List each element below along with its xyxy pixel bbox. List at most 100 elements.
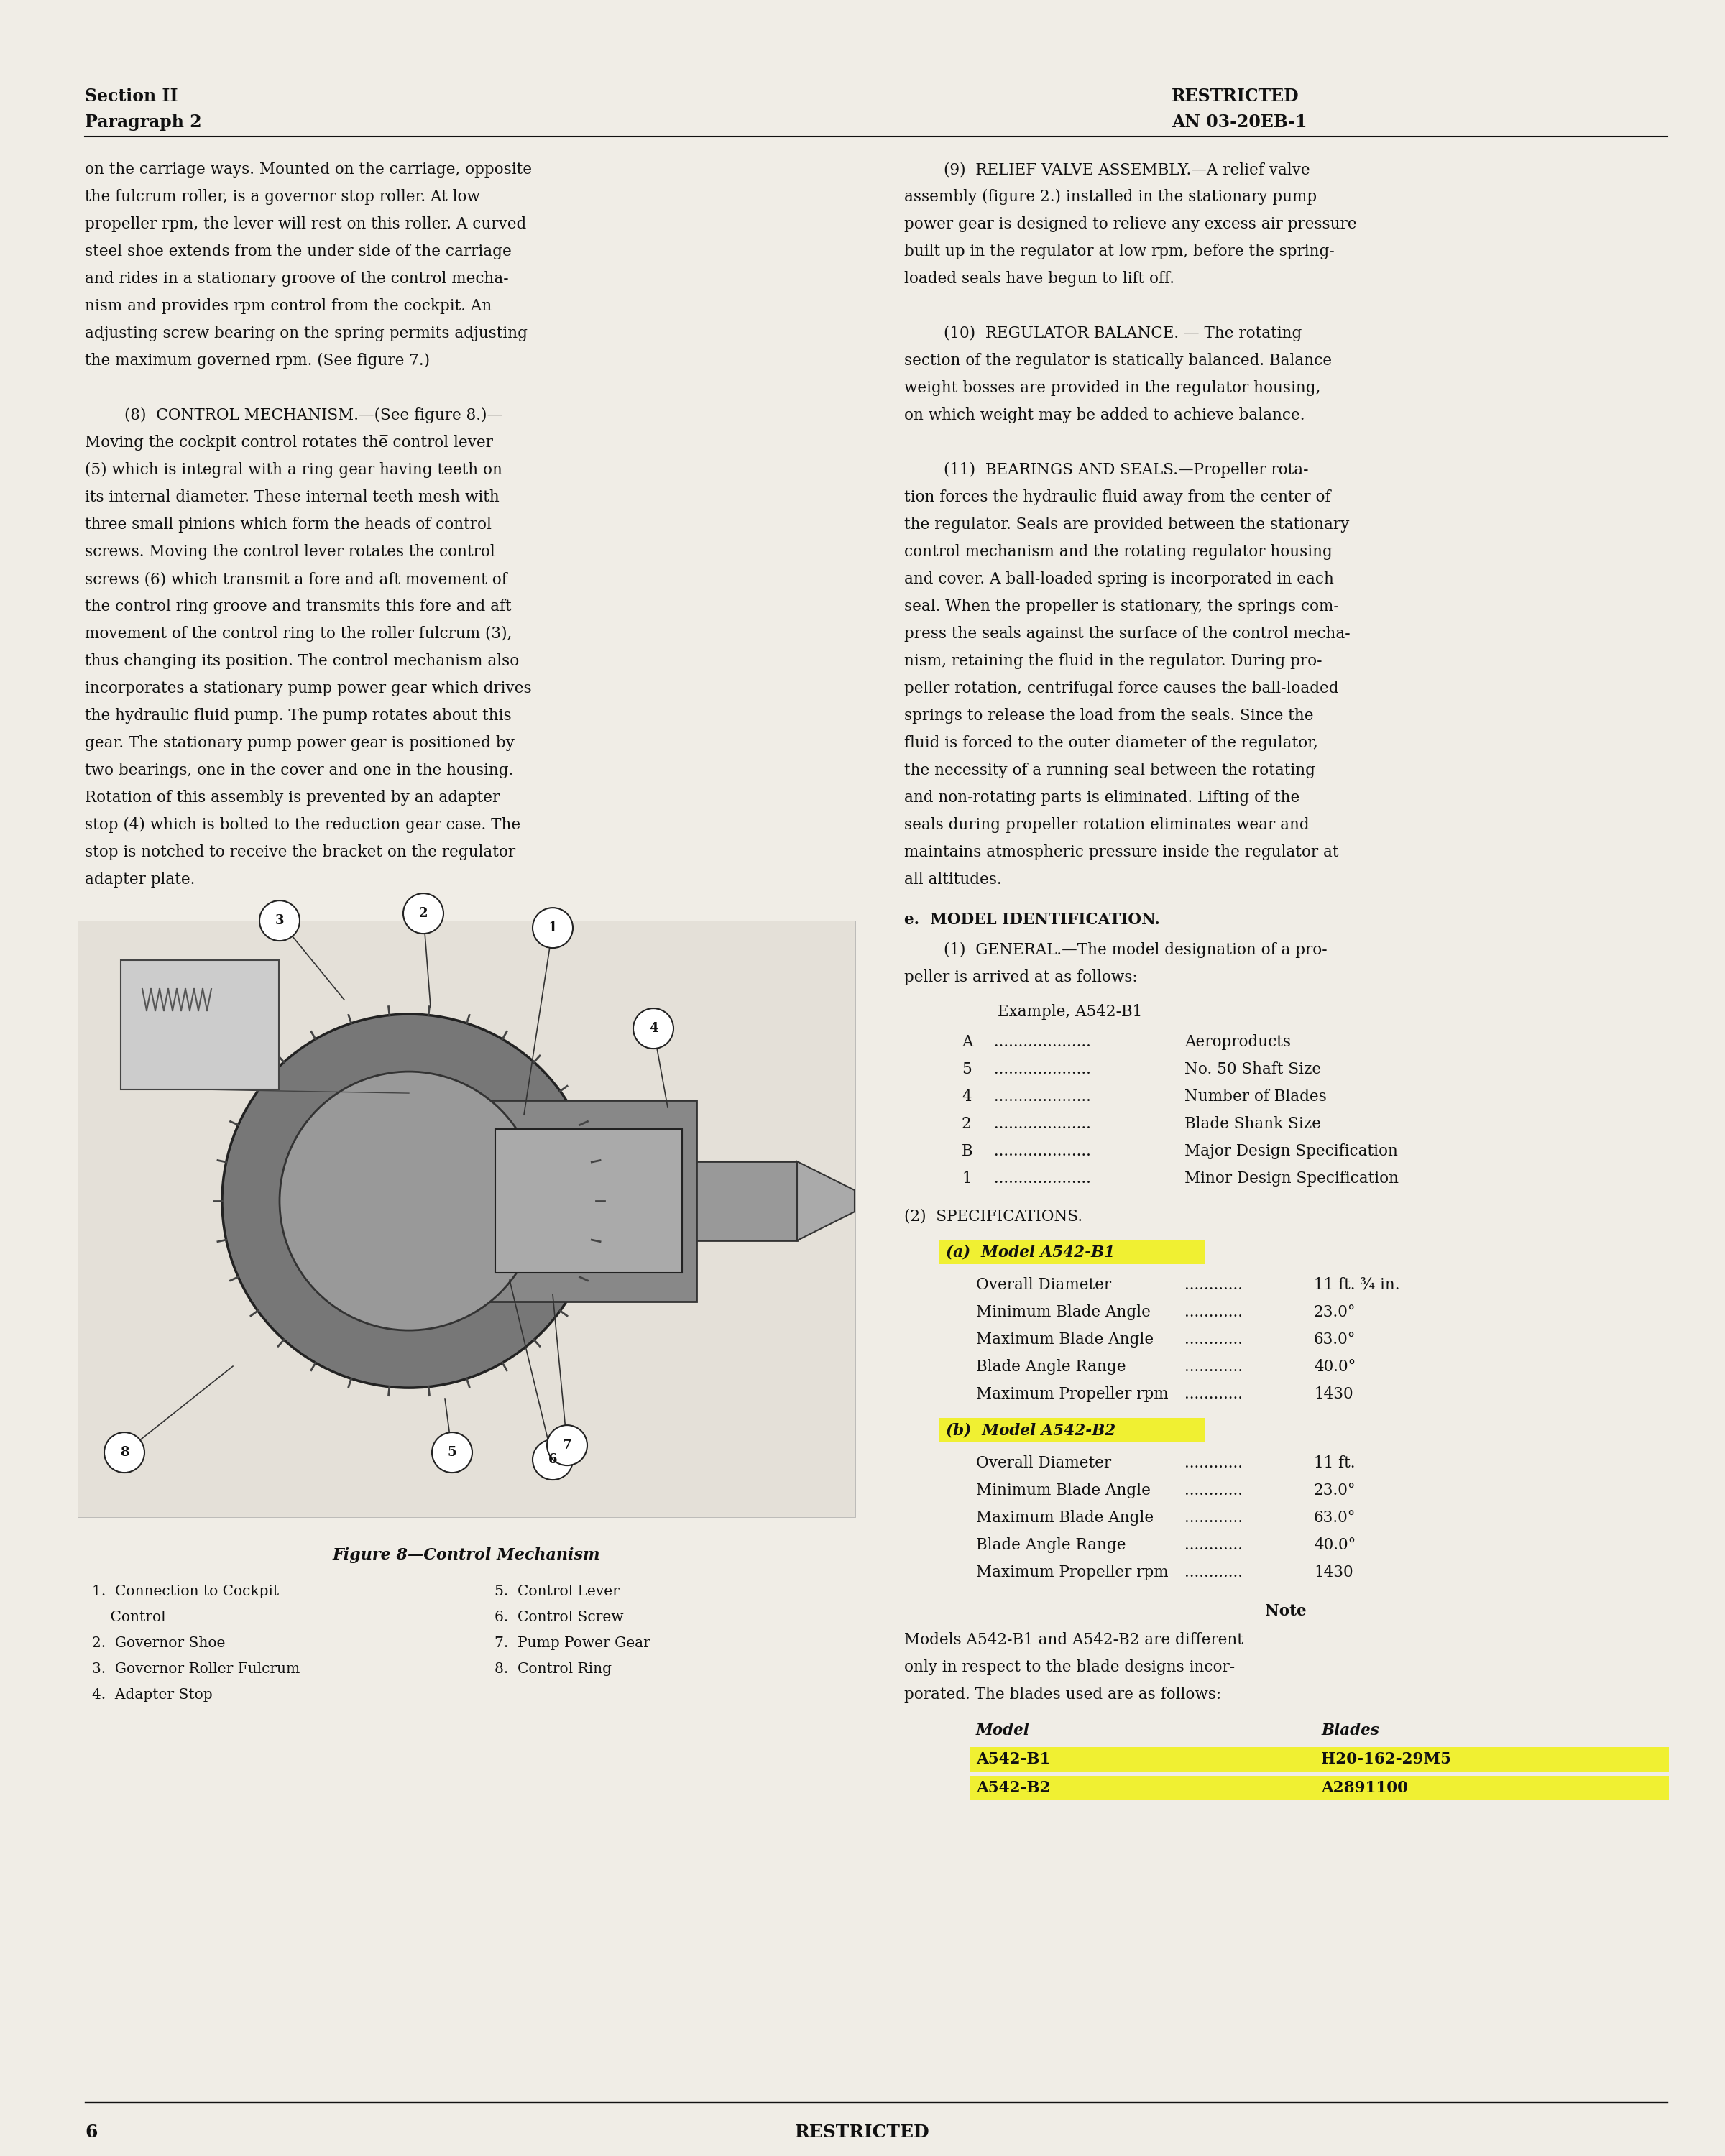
Text: built up in the regulator at low rpm, before the spring-: built up in the regulator at low rpm, be… — [904, 244, 1335, 259]
Text: ....................: .................... — [988, 1035, 1090, 1050]
Text: gear. The stationary pump power gear is positioned by: gear. The stationary pump power gear is … — [85, 735, 514, 750]
Text: H20-162-29M5: H20-162-29M5 — [1321, 1751, 1451, 1768]
Text: Blade Angle Range: Blade Angle Range — [976, 1537, 1126, 1552]
Text: Moving the cockpit control rotates the̅ control lever: Moving the cockpit control rotates the̅ … — [85, 436, 493, 451]
Text: 4: 4 — [963, 1089, 971, 1104]
Text: springs to release the load from the seals. Since the: springs to release the load from the sea… — [904, 707, 1313, 724]
Text: screws (6) which transmit a fore and aft movement of: screws (6) which transmit a fore and aft… — [85, 571, 507, 586]
Bar — [969, 1777, 1670, 1800]
Bar — [481, 1100, 697, 1302]
Text: Model: Model — [976, 1723, 1030, 1738]
Text: (a)  Model A542-B1: (a) Model A542-B1 — [945, 1244, 1114, 1259]
Circle shape — [259, 901, 300, 940]
Text: ............: ............ — [1185, 1509, 1242, 1526]
Text: ............: ............ — [1185, 1386, 1242, 1401]
Text: Blades: Blades — [1321, 1723, 1380, 1738]
Text: peller rotation, centrifugal force causes the ball-loaded: peller rotation, centrifugal force cause… — [904, 681, 1339, 696]
Text: only in respect to the blade designs incor-: only in respect to the blade designs inc… — [904, 1660, 1235, 1675]
Circle shape — [223, 1013, 595, 1388]
Text: 4.  Adapter Stop: 4. Adapter Stop — [91, 1688, 212, 1701]
Text: 40.0°: 40.0° — [1314, 1537, 1356, 1552]
Text: 1430: 1430 — [1314, 1565, 1352, 1580]
Text: press the seals against the surface of the control mecha-: press the seals against the surface of t… — [904, 625, 1351, 642]
Text: B: B — [963, 1143, 973, 1160]
Text: Aeroproducts: Aeroproducts — [1185, 1035, 1290, 1050]
Text: 6.  Control Screw: 6. Control Screw — [495, 1611, 623, 1623]
Bar — [969, 1746, 1670, 1772]
Text: screws. Moving the control lever rotates the control: screws. Moving the control lever rotates… — [85, 543, 495, 561]
Text: Models A542-B1 and A542-B2 are different: Models A542-B1 and A542-B2 are different — [904, 1632, 1244, 1647]
Circle shape — [279, 1072, 538, 1330]
Text: Major Design Specification: Major Design Specification — [1185, 1143, 1397, 1160]
Text: porated. The blades used are as follows:: porated. The blades used are as follows: — [904, 1686, 1221, 1703]
Text: stop is notched to receive the bracket on the regulator: stop is notched to receive the bracket o… — [85, 845, 516, 860]
Text: (b)  Model A542-B2: (b) Model A542-B2 — [945, 1423, 1116, 1438]
Bar — [495, 1130, 681, 1272]
Text: control mechanism and the rotating regulator housing: control mechanism and the rotating regul… — [904, 543, 1332, 561]
Text: Maximum Blade Angle: Maximum Blade Angle — [976, 1332, 1154, 1348]
Text: 3.  Governor Roller Fulcrum: 3. Governor Roller Fulcrum — [91, 1662, 300, 1675]
Circle shape — [533, 908, 573, 949]
Text: power gear is designed to relieve any excess air pressure: power gear is designed to relieve any ex… — [904, 216, 1356, 233]
Text: its internal diameter. These internal teeth mesh with: its internal diameter. These internal te… — [85, 489, 499, 505]
Polygon shape — [797, 1162, 854, 1240]
Text: the hydraulic fluid pump. The pump rotates about this: the hydraulic fluid pump. The pump rotat… — [85, 707, 512, 724]
Text: the fulcrum roller, is a governor stop roller. At low: the fulcrum roller, is a governor stop r… — [85, 190, 480, 205]
Text: ............: ............ — [1185, 1483, 1242, 1498]
Text: loaded seals have begun to lift off.: loaded seals have begun to lift off. — [904, 272, 1175, 287]
Text: 6: 6 — [85, 2124, 97, 2141]
Text: A2891100: A2891100 — [1321, 1781, 1408, 1796]
Circle shape — [104, 1432, 145, 1473]
Text: Maximum Propeller rpm: Maximum Propeller rpm — [976, 1565, 1168, 1580]
Text: seal. When the propeller is stationary, the springs com-: seal. When the propeller is stationary, … — [904, 599, 1339, 614]
Text: No. 50 Shaft Size: No. 50 Shaft Size — [1185, 1061, 1321, 1078]
Text: ............: ............ — [1185, 1332, 1242, 1348]
Text: RESTRICTED: RESTRICTED — [795, 2124, 930, 2141]
Bar — [121, 959, 279, 1089]
Text: ............: ............ — [1185, 1565, 1242, 1580]
Text: Maximum Blade Angle: Maximum Blade Angle — [976, 1509, 1154, 1526]
Text: and rides in a stationary groove of the control mecha-: and rides in a stationary groove of the … — [85, 272, 509, 287]
Text: all altitudes.: all altitudes. — [904, 871, 1002, 888]
Text: ....................: .................... — [988, 1171, 1090, 1186]
Text: Paragraph 2: Paragraph 2 — [85, 114, 202, 132]
Text: 23.0°: 23.0° — [1314, 1483, 1356, 1498]
Text: Overall Diameter: Overall Diameter — [976, 1276, 1111, 1294]
Text: 5: 5 — [963, 1061, 971, 1078]
Text: (9)  RELIEF VALVE ASSEMBLY.—A relief valve: (9) RELIEF VALVE ASSEMBLY.—A relief valv… — [904, 162, 1309, 177]
Text: 23.0°: 23.0° — [1314, 1304, 1356, 1319]
Text: 2.  Governor Shoe: 2. Governor Shoe — [91, 1636, 226, 1649]
Text: (5) which is integral with a ring gear having teeth on: (5) which is integral with a ring gear h… — [85, 461, 502, 479]
Text: 8: 8 — [119, 1447, 129, 1460]
Text: Blade Shank Size: Blade Shank Size — [1185, 1117, 1321, 1132]
Text: 2: 2 — [419, 908, 428, 921]
Text: two bearings, one in the cover and one in the housing.: two bearings, one in the cover and one i… — [85, 763, 514, 778]
Text: ............: ............ — [1185, 1276, 1242, 1294]
Text: fluid is forced to the outer diameter of the regulator,: fluid is forced to the outer diameter of… — [904, 735, 1318, 750]
Text: A: A — [963, 1035, 973, 1050]
Text: Overall Diameter: Overall Diameter — [976, 1455, 1111, 1470]
Text: ............: ............ — [1185, 1537, 1242, 1552]
Text: 63.0°: 63.0° — [1314, 1332, 1356, 1348]
Text: 11 ft. ¾ in.: 11 ft. ¾ in. — [1314, 1276, 1399, 1294]
Text: ............: ............ — [1185, 1304, 1242, 1319]
Text: the control ring groove and transmits this fore and aft: the control ring groove and transmits th… — [85, 599, 512, 614]
Bar — [78, 921, 856, 1518]
Text: seals during propeller rotation eliminates wear and: seals during propeller rotation eliminat… — [904, 817, 1309, 832]
Circle shape — [404, 893, 443, 934]
Text: on the carriage ways. Mounted on the carriage, opposite: on the carriage ways. Mounted on the car… — [85, 162, 531, 177]
Text: 1430: 1430 — [1314, 1386, 1352, 1401]
Text: incorporates a stationary pump power gear which drives: incorporates a stationary pump power gea… — [85, 681, 531, 696]
Text: (10)  REGULATOR BALANCE. — The rotating: (10) REGULATOR BALANCE. — The rotating — [904, 326, 1302, 341]
Text: 6: 6 — [549, 1453, 557, 1466]
Text: maintains atmospheric pressure inside the regulator at: maintains atmospheric pressure inside th… — [904, 845, 1339, 860]
Text: section of the regulator is statically balanced. Balance: section of the regulator is statically b… — [904, 354, 1332, 369]
Text: 3: 3 — [274, 914, 285, 927]
Text: Figure 8—Control Mechanism: Figure 8—Control Mechanism — [333, 1548, 600, 1563]
Text: Blade Angle Range: Blade Angle Range — [976, 1358, 1126, 1376]
Circle shape — [633, 1009, 673, 1048]
Text: Maximum Propeller rpm: Maximum Propeller rpm — [976, 1386, 1168, 1401]
Circle shape — [431, 1432, 473, 1473]
Text: 1.  Connection to Cockpit: 1. Connection to Cockpit — [91, 1585, 279, 1598]
Text: three small pinions which form the heads of control: three small pinions which form the heads… — [85, 517, 492, 533]
